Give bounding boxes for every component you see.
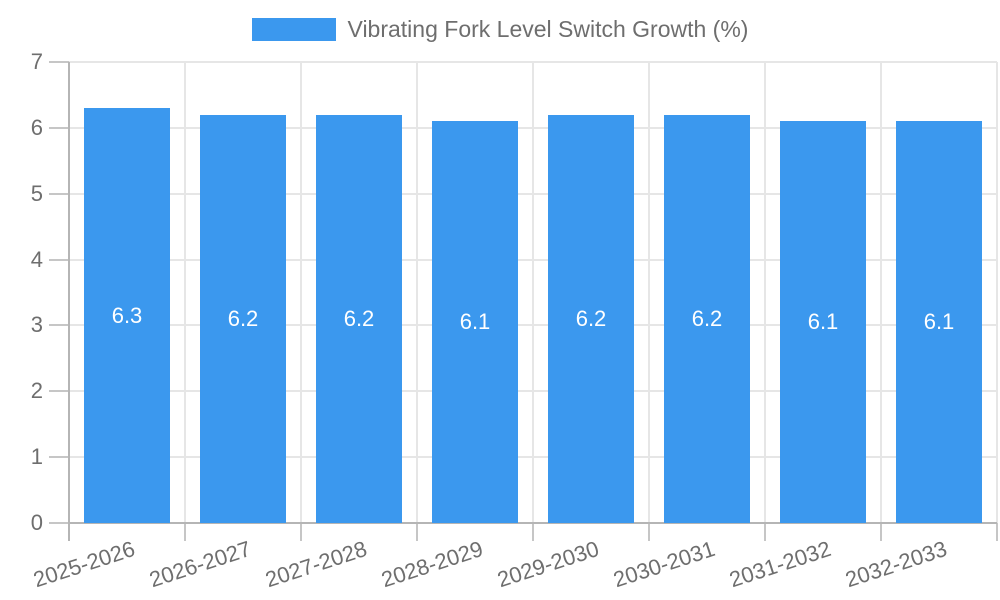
y-axis-tick	[49, 522, 69, 524]
y-axis-tick-label: 6	[30, 115, 43, 140]
x-axis-tick-label: 2029-2030	[493, 536, 602, 593]
y-axis-tick	[49, 259, 69, 261]
y-axis-tick-label: 1	[30, 444, 43, 469]
x-axis-tick-label: 2026-2027	[145, 536, 254, 593]
x-axis-line	[69, 522, 997, 524]
bar[interactable]: 6.2	[664, 115, 750, 523]
x-axis-tick-label: 2027-2028	[261, 536, 370, 593]
gridline-vertical	[648, 62, 650, 523]
y-axis-tick-label: 5	[30, 181, 43, 206]
bar[interactable]: 6.1	[896, 121, 982, 523]
x-axis-tick-label: 2030-2031	[609, 536, 718, 593]
legend-label: Vibrating Fork Level Switch Growth (%)	[347, 16, 749, 42]
y-axis-tick	[49, 456, 69, 458]
bar[interactable]: 6.2	[200, 115, 286, 523]
bar-value-label: 6.2	[575, 306, 607, 331]
x-axis-tick-label: 2032-2033	[841, 536, 950, 593]
bar[interactable]: 6.1	[780, 121, 866, 523]
y-axis-tick	[49, 127, 69, 129]
y-axis-tick-label: 4	[30, 247, 43, 272]
bar-value-label: 6.2	[343, 306, 375, 331]
bar-value-label: 6.1	[923, 309, 955, 334]
x-axis-tick	[648, 523, 650, 541]
y-axis-tick	[49, 390, 69, 392]
bar[interactable]: 6.2	[316, 115, 402, 523]
x-axis-tick-label: 2025-2026	[29, 536, 138, 593]
chart-legend[interactable]: Vibrating Fork Level Switch Growth (%)	[0, 16, 1000, 43]
y-axis-line	[68, 62, 70, 541]
x-axis-tick	[764, 523, 766, 541]
x-axis-tick	[184, 523, 186, 541]
bar[interactable]: 6.1	[432, 121, 518, 523]
y-axis-tick	[49, 324, 69, 326]
y-axis-tick-label: 3	[30, 312, 43, 337]
gridline-vertical	[416, 62, 418, 523]
x-axis-tick-label: 2028-2029	[377, 536, 486, 593]
y-axis-tick-label: 2	[30, 378, 43, 403]
bar-value-label: 6.2	[691, 306, 723, 331]
x-axis-tick	[416, 523, 418, 541]
y-axis-tick-label: 0	[30, 510, 43, 535]
bar[interactable]: 6.3	[84, 108, 170, 523]
bar-value-label: 6.1	[459, 309, 491, 334]
x-axis-tick	[996, 523, 998, 541]
x-axis-tick-label: 2031-2032	[725, 536, 834, 593]
gridline-vertical	[880, 62, 882, 523]
y-axis-tick-label: 7	[30, 49, 43, 74]
bar-value-label: 6.2	[227, 306, 259, 331]
x-axis-tick	[532, 523, 534, 541]
gridline-vertical	[996, 62, 998, 523]
gridline-vertical	[184, 62, 186, 523]
bar-value-label: 6.1	[807, 309, 839, 334]
legend-swatch	[251, 18, 336, 41]
bar-value-label: 6.3	[111, 302, 143, 328]
gridline-vertical	[300, 62, 302, 523]
y-axis-tick	[49, 193, 69, 195]
bar[interactable]: 6.2	[548, 115, 634, 523]
gridline-vertical	[532, 62, 534, 523]
x-axis-tick	[880, 523, 882, 541]
x-axis-tick	[300, 523, 302, 541]
gridline-vertical	[764, 62, 766, 523]
y-axis-tick	[49, 61, 69, 63]
